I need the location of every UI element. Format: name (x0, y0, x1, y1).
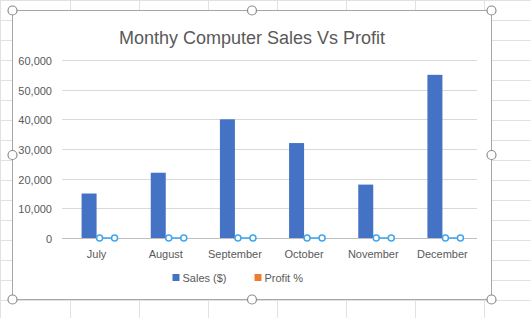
chart-handle (248, 6, 257, 15)
chart-handle (248, 295, 257, 304)
y-tick-label: 0 (46, 233, 52, 245)
selection-handle (319, 235, 325, 241)
sheet-grid (0, 0, 531, 318)
y-tick-label: 20,000 (18, 174, 52, 186)
bars (82, 75, 443, 238)
legend-label: Sales ($) (183, 272, 227, 284)
grid-line (62, 90, 477, 91)
y-tick-label: 10,000 (18, 203, 52, 215)
y-tick-label: 60,000 (18, 55, 52, 67)
x-tick-label: December (417, 248, 468, 260)
sheet-col-line (0, 0, 1, 318)
sheet-row-line (0, 0, 531, 1)
y-tick-label: 50,000 (18, 85, 52, 97)
bar (151, 173, 166, 238)
selection-handle (373, 235, 379, 241)
bar (220, 119, 235, 238)
bar (82, 194, 97, 239)
legend-swatch (173, 274, 180, 281)
legend-label: Profit % (265, 272, 304, 284)
chart-handle (8, 295, 17, 304)
sheet-row-line (0, 60, 531, 61)
selection-handle (388, 235, 394, 241)
sheet-row-line (0, 300, 531, 301)
x-tick-label: July (87, 248, 107, 260)
chart-handle (8, 151, 17, 160)
bar (289, 143, 304, 238)
chart-handle (487, 6, 496, 15)
chart-handle (487, 295, 496, 304)
grid-line (62, 149, 477, 150)
selection-handle (166, 235, 172, 241)
grid-line (62, 208, 477, 209)
x-tick-label: November (348, 248, 399, 260)
chart-title: Monthy Computer Sales Vs Profit (119, 28, 385, 48)
bar (358, 185, 373, 238)
selection-handle (304, 235, 310, 241)
selection-handle (112, 235, 118, 241)
grid-line (62, 60, 477, 61)
y-tick-label: 40,000 (18, 114, 52, 126)
selection-handle (442, 235, 448, 241)
chart-area (13, 11, 492, 300)
grid-line (62, 119, 477, 120)
x-tick-label: August (149, 248, 183, 260)
x-tick-label: September (208, 248, 262, 260)
legend: Sales ($) Profit % (173, 272, 304, 284)
selection-handle (235, 235, 241, 241)
selection-handle (97, 235, 103, 241)
selection-handle (457, 235, 463, 241)
legend-swatch (255, 274, 262, 281)
x-tick-label: October (285, 248, 324, 260)
grid-line (62, 238, 477, 239)
selection-handle (250, 235, 256, 241)
y-tick-label: 30,000 (18, 144, 52, 156)
bar (427, 75, 442, 238)
selection (97, 235, 464, 241)
chart-root: Monthy Computer Sales Vs Profit 0 10,000 20… (0, 0, 531, 318)
chart-handle (8, 6, 17, 15)
chart-handle (487, 151, 496, 160)
grid-line (62, 179, 477, 180)
grid (62, 61, 477, 239)
selection-handle (181, 235, 187, 241)
